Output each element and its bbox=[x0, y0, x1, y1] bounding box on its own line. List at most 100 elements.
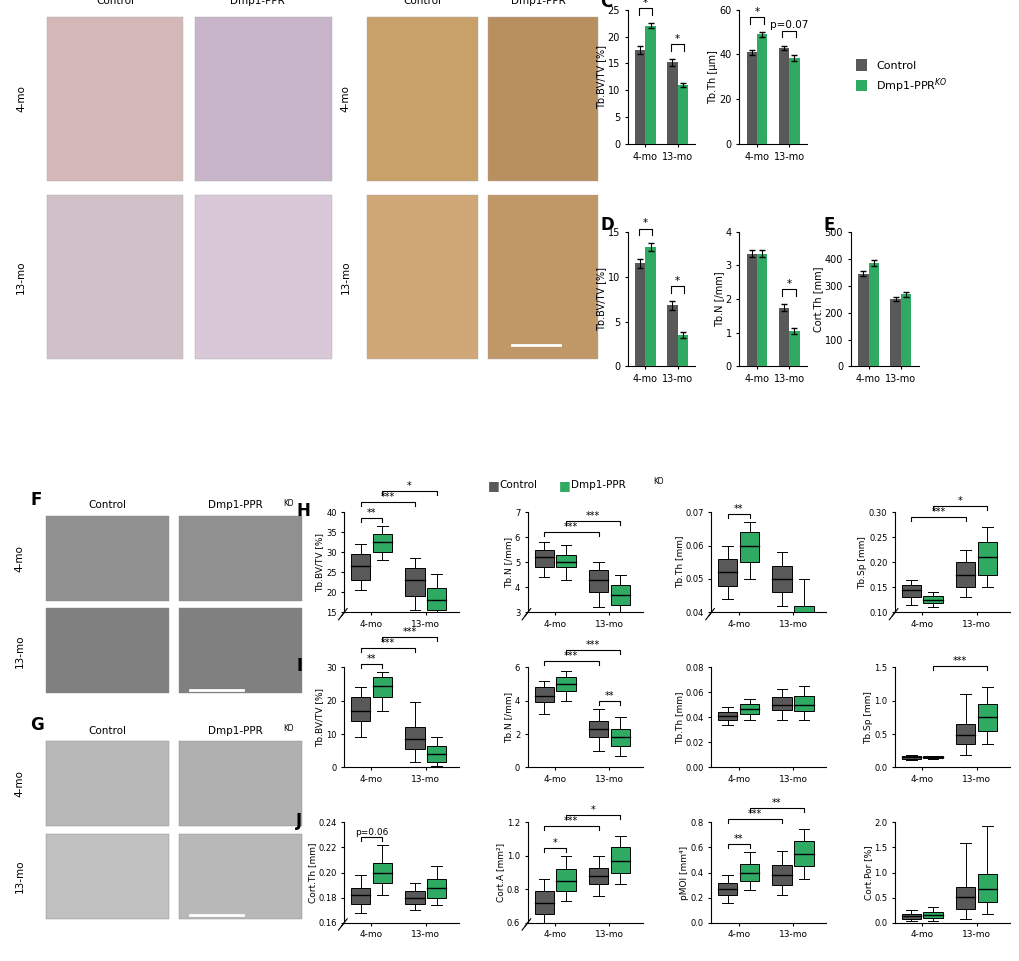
Bar bbox=[610, 584, 630, 604]
Text: Dmp1-PPR: Dmp1-PPR bbox=[230, 0, 285, 6]
Text: ***: *** bbox=[930, 507, 945, 517]
Bar bbox=[534, 687, 553, 702]
Bar bbox=[789, 332, 799, 366]
Text: J: J bbox=[296, 812, 302, 830]
Bar bbox=[922, 596, 942, 604]
Bar bbox=[794, 841, 813, 866]
Bar bbox=[534, 550, 553, 567]
Y-axis label: pMOI [mm⁴]: pMOI [mm⁴] bbox=[680, 846, 689, 899]
Text: *: * bbox=[754, 7, 759, 17]
Bar bbox=[179, 834, 302, 919]
Text: ■: ■ bbox=[558, 479, 571, 492]
Text: *: * bbox=[957, 496, 962, 506]
Bar bbox=[794, 696, 813, 711]
Bar bbox=[717, 559, 737, 585]
Bar bbox=[857, 274, 868, 366]
Bar bbox=[955, 562, 974, 587]
Text: Control: Control bbox=[96, 0, 133, 6]
Text: ***: *** bbox=[380, 638, 394, 649]
Bar bbox=[645, 26, 655, 144]
Text: ***: *** bbox=[380, 492, 394, 503]
Bar bbox=[372, 678, 391, 698]
Y-axis label: Tb.BV/TV [%]: Tb.BV/TV [%] bbox=[595, 45, 605, 109]
Bar bbox=[922, 756, 942, 758]
Bar bbox=[555, 554, 575, 567]
Bar bbox=[977, 874, 997, 901]
Bar bbox=[555, 869, 575, 891]
Bar bbox=[779, 48, 789, 144]
Bar bbox=[372, 863, 391, 882]
Bar bbox=[351, 554, 370, 580]
Y-axis label: Tb.Th [mm]: Tb.Th [mm] bbox=[675, 691, 684, 744]
Text: KO: KO bbox=[652, 477, 662, 486]
Bar bbox=[677, 335, 687, 366]
Y-axis label: Tb.BV/TV [%]: Tb.BV/TV [%] bbox=[596, 267, 605, 332]
Bar bbox=[46, 742, 168, 826]
Y-axis label: Tb.BV/TV [%]: Tb.BV/TV [%] bbox=[315, 532, 324, 592]
Bar bbox=[955, 887, 974, 908]
Y-axis label: Tb.N [/mm]: Tb.N [/mm] bbox=[504, 692, 513, 743]
Bar bbox=[427, 878, 446, 898]
Text: H: H bbox=[296, 503, 310, 520]
Bar bbox=[901, 756, 920, 759]
Bar bbox=[405, 891, 424, 903]
Bar bbox=[179, 742, 302, 826]
Bar bbox=[179, 608, 302, 693]
Text: Control: Control bbox=[404, 0, 441, 6]
Bar bbox=[534, 891, 553, 914]
Bar bbox=[487, 16, 598, 181]
Text: p=0.06: p=0.06 bbox=[355, 828, 388, 837]
Text: p=0.07: p=0.07 bbox=[769, 20, 808, 31]
Text: **: ** bbox=[733, 505, 743, 514]
Bar bbox=[487, 195, 598, 359]
Bar bbox=[739, 864, 758, 881]
Bar bbox=[868, 262, 878, 366]
Text: ***: *** bbox=[564, 651, 578, 660]
Bar bbox=[901, 584, 920, 598]
Y-axis label: Cort.Por [%]: Cort.Por [%] bbox=[863, 845, 872, 899]
Bar bbox=[677, 85, 687, 144]
Text: C: C bbox=[600, 0, 612, 12]
Bar bbox=[771, 865, 791, 885]
Y-axis label: Tb.Sp [mm]: Tb.Sp [mm] bbox=[863, 691, 872, 744]
Text: *: * bbox=[642, 0, 647, 8]
Text: 4-mo: 4-mo bbox=[16, 86, 25, 112]
Text: *: * bbox=[407, 481, 412, 491]
Bar bbox=[771, 566, 791, 592]
Bar bbox=[717, 712, 737, 720]
Text: *: * bbox=[675, 276, 680, 285]
Bar bbox=[46, 516, 168, 601]
Bar bbox=[977, 704, 997, 730]
Bar bbox=[405, 568, 424, 596]
Y-axis label: Tb.Th [mm]: Tb.Th [mm] bbox=[675, 536, 684, 588]
Bar bbox=[179, 516, 302, 601]
Bar bbox=[367, 16, 478, 181]
Bar bbox=[922, 912, 942, 918]
Text: KO: KO bbox=[283, 499, 293, 507]
Text: G: G bbox=[31, 716, 44, 734]
Text: 4-mo: 4-mo bbox=[340, 86, 351, 112]
Bar bbox=[610, 729, 630, 746]
Text: Dmp1-PPR: Dmp1-PPR bbox=[511, 0, 565, 6]
Y-axis label: Tb.Sp [mm]: Tb.Sp [mm] bbox=[858, 536, 867, 589]
Text: **: ** bbox=[771, 798, 781, 807]
Text: 13-mo: 13-mo bbox=[16, 260, 25, 294]
Bar bbox=[645, 247, 655, 366]
Text: F: F bbox=[31, 490, 42, 508]
Bar bbox=[372, 534, 391, 553]
Text: ■: ■ bbox=[487, 479, 499, 492]
Bar bbox=[890, 299, 900, 366]
Bar bbox=[901, 914, 920, 919]
Text: *: * bbox=[675, 34, 680, 44]
Text: ***: *** bbox=[585, 640, 599, 650]
Text: E: E bbox=[823, 215, 835, 234]
Bar bbox=[196, 195, 332, 359]
Text: *: * bbox=[552, 838, 556, 848]
Text: Dmp1-PPR: Dmp1-PPR bbox=[208, 726, 262, 736]
Text: **: ** bbox=[733, 834, 743, 845]
Text: 4-mo: 4-mo bbox=[15, 771, 24, 798]
Text: A: A bbox=[29, 0, 42, 3]
Bar bbox=[47, 16, 183, 181]
Text: ***: *** bbox=[747, 809, 761, 819]
Bar bbox=[746, 52, 756, 144]
